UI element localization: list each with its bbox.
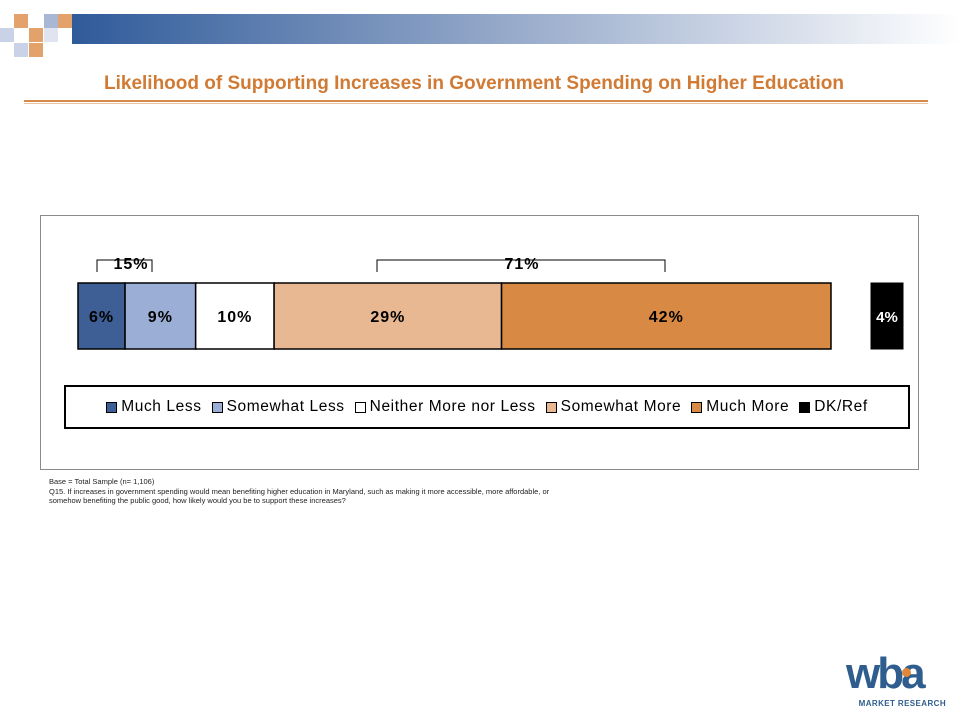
legend-entry-somewhat-less: Somewhat Less bbox=[211, 398, 345, 416]
deco-square bbox=[29, 28, 43, 42]
deco-square bbox=[58, 14, 72, 28]
legend-entry-much-less: Much Less bbox=[106, 398, 201, 416]
legend-swatch bbox=[799, 401, 811, 413]
deco-square bbox=[0, 28, 14, 42]
annotation-bracket-2 bbox=[376, 259, 666, 272]
legend-swatch bbox=[211, 401, 223, 413]
legend-label: Neither More nor Less bbox=[369, 398, 536, 415]
company-logo: wba MARKET RESEARCH bbox=[846, 652, 946, 712]
data-label-much-more: 42% bbox=[649, 309, 684, 326]
header-gradient-band bbox=[72, 14, 960, 44]
bar-segment-much-less bbox=[77, 282, 126, 350]
legend-entry-dk-ref: DK/Ref bbox=[799, 398, 868, 416]
legend-label: Much More bbox=[706, 398, 790, 415]
legend-entry-neither-more-nor-less: Neither More nor Less bbox=[354, 398, 536, 416]
data-label-somewhat-more: 29% bbox=[370, 309, 405, 326]
logo-wordmark: wba bbox=[846, 649, 926, 698]
page-title: Likelihood of Supporting Increases in Go… bbox=[104, 73, 844, 94]
deco-square bbox=[44, 28, 58, 42]
data-label-neither-more-nor-less: 10% bbox=[217, 309, 252, 326]
legend-label: Much Less bbox=[121, 398, 202, 415]
bar-segment-somewhat-more bbox=[273, 282, 503, 350]
annotation-bracket-1 bbox=[96, 259, 153, 272]
legend-swatch bbox=[545, 401, 557, 413]
legend-label: Somewhat Less bbox=[226, 398, 345, 415]
logo-subtitle: MARKET RESEARCH bbox=[858, 699, 946, 708]
deco-square bbox=[14, 14, 28, 28]
footnote-base: Base = Total Sample (n= 1,106) bbox=[49, 477, 155, 486]
footnote-question-line1: Q15. If increases in government spending… bbox=[49, 486, 550, 496]
deco-square bbox=[14, 43, 28, 57]
bar-segment-neither-more-nor-less bbox=[194, 282, 275, 350]
annotation-label-2: 71% bbox=[504, 256, 539, 273]
data-label-somewhat-less: 9% bbox=[148, 309, 173, 326]
footnote: Base = Total Sample (n= 1,106) Q15. If i… bbox=[49, 477, 709, 506]
deco-square bbox=[44, 14, 58, 28]
header-decoration bbox=[0, 14, 960, 57]
chart-frame: 6% 9% 10% 29% 42% 4% 15% 71% Much Less Somewhat … bbox=[40, 215, 919, 470]
legend-swatch bbox=[354, 401, 366, 413]
logo-accent-icon bbox=[902, 668, 911, 677]
deco-square bbox=[29, 43, 43, 57]
bar-segment-dk-ref bbox=[870, 282, 904, 350]
legend-swatch bbox=[691, 401, 703, 413]
data-label-much-less: 6% bbox=[89, 309, 114, 326]
deco-square bbox=[29, 14, 43, 28]
footnote-question-line2: somehow benefiting the public good, how … bbox=[49, 496, 346, 505]
legend-label: DK/Ref bbox=[814, 398, 868, 415]
legend-swatch bbox=[106, 401, 118, 413]
annotation-label-1: 15% bbox=[113, 256, 148, 273]
legend-label: Somewhat More bbox=[560, 398, 682, 415]
chart-legend: Much Less Somewhat Less Neither More nor L… bbox=[64, 385, 910, 429]
title-underline-secondary bbox=[24, 103, 928, 104]
title-underline bbox=[24, 100, 928, 102]
bar-segment-much-more bbox=[500, 282, 832, 350]
data-label-dk-ref: 4% bbox=[876, 309, 898, 326]
stacked-bar-chart: 6% 9% 10% 29% 42% 4% 15% 71% bbox=[77, 256, 904, 350]
legend-entry-somewhat-more: Somewhat More bbox=[545, 398, 682, 416]
legend-entry-much-more: Much More bbox=[691, 398, 789, 416]
bar-segment-somewhat-less bbox=[124, 282, 197, 350]
